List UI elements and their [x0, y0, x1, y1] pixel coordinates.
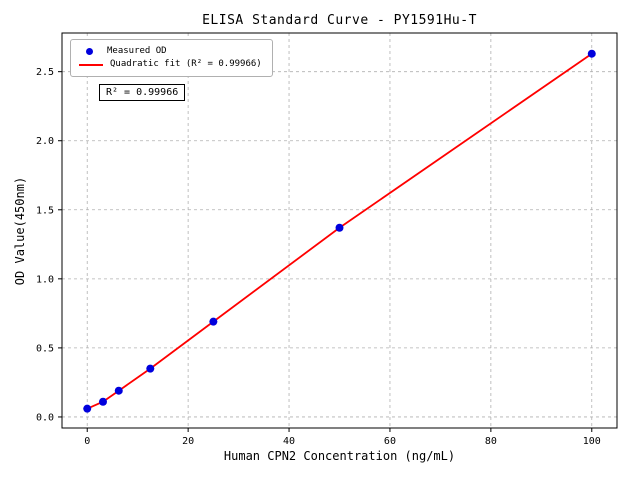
- y-tick-label: 2.5: [36, 67, 54, 78]
- y-tick-label: 1.5: [36, 205, 54, 216]
- line-marker-icon: [79, 63, 103, 66]
- legend: Measured OD Quadratic fit (R² = 0.99966): [70, 39, 273, 77]
- chart-title: ELISA Standard Curve - PY1591Hu-T: [202, 13, 477, 28]
- data-point: [98, 397, 107, 406]
- x-axis-label: Human CPN2 Concentration (ng/mL): [223, 449, 456, 463]
- x-tick-label: 40: [283, 436, 295, 447]
- data-point: [146, 364, 155, 373]
- legend-item-measured-od: Measured OD: [79, 45, 262, 58]
- data-point: [114, 386, 123, 395]
- legend-label-quadratic-fit: Quadratic fit (R² = 0.99966): [110, 59, 262, 69]
- legend-item-quadratic-fit: Quadratic fit (R² = 0.99966): [79, 58, 262, 71]
- y-tick-label: 2.0: [36, 136, 54, 147]
- y-tick-label: 0.5: [36, 343, 54, 354]
- data-point: [335, 223, 344, 232]
- x-tick-label: 100: [583, 436, 601, 447]
- y-axis-label: OD Value(450nm): [13, 176, 27, 286]
- legend-label-measured-od: Measured OD: [107, 46, 167, 56]
- x-tick-label: 60: [384, 436, 396, 447]
- y-tick-label: 0.0: [36, 412, 54, 423]
- data-point: [209, 317, 218, 326]
- r-squared-annotation: R² = 0.99966: [99, 84, 186, 101]
- x-tick-label: 80: [485, 436, 497, 447]
- data-point: [587, 49, 596, 58]
- data-point: [83, 404, 92, 413]
- x-tick-label: 0: [84, 436, 90, 447]
- y-tick-label: 1.0: [36, 274, 54, 285]
- scatter-marker-icon: [86, 48, 93, 55]
- plot-border: [61, 32, 618, 429]
- x-tick-label: 20: [182, 436, 194, 447]
